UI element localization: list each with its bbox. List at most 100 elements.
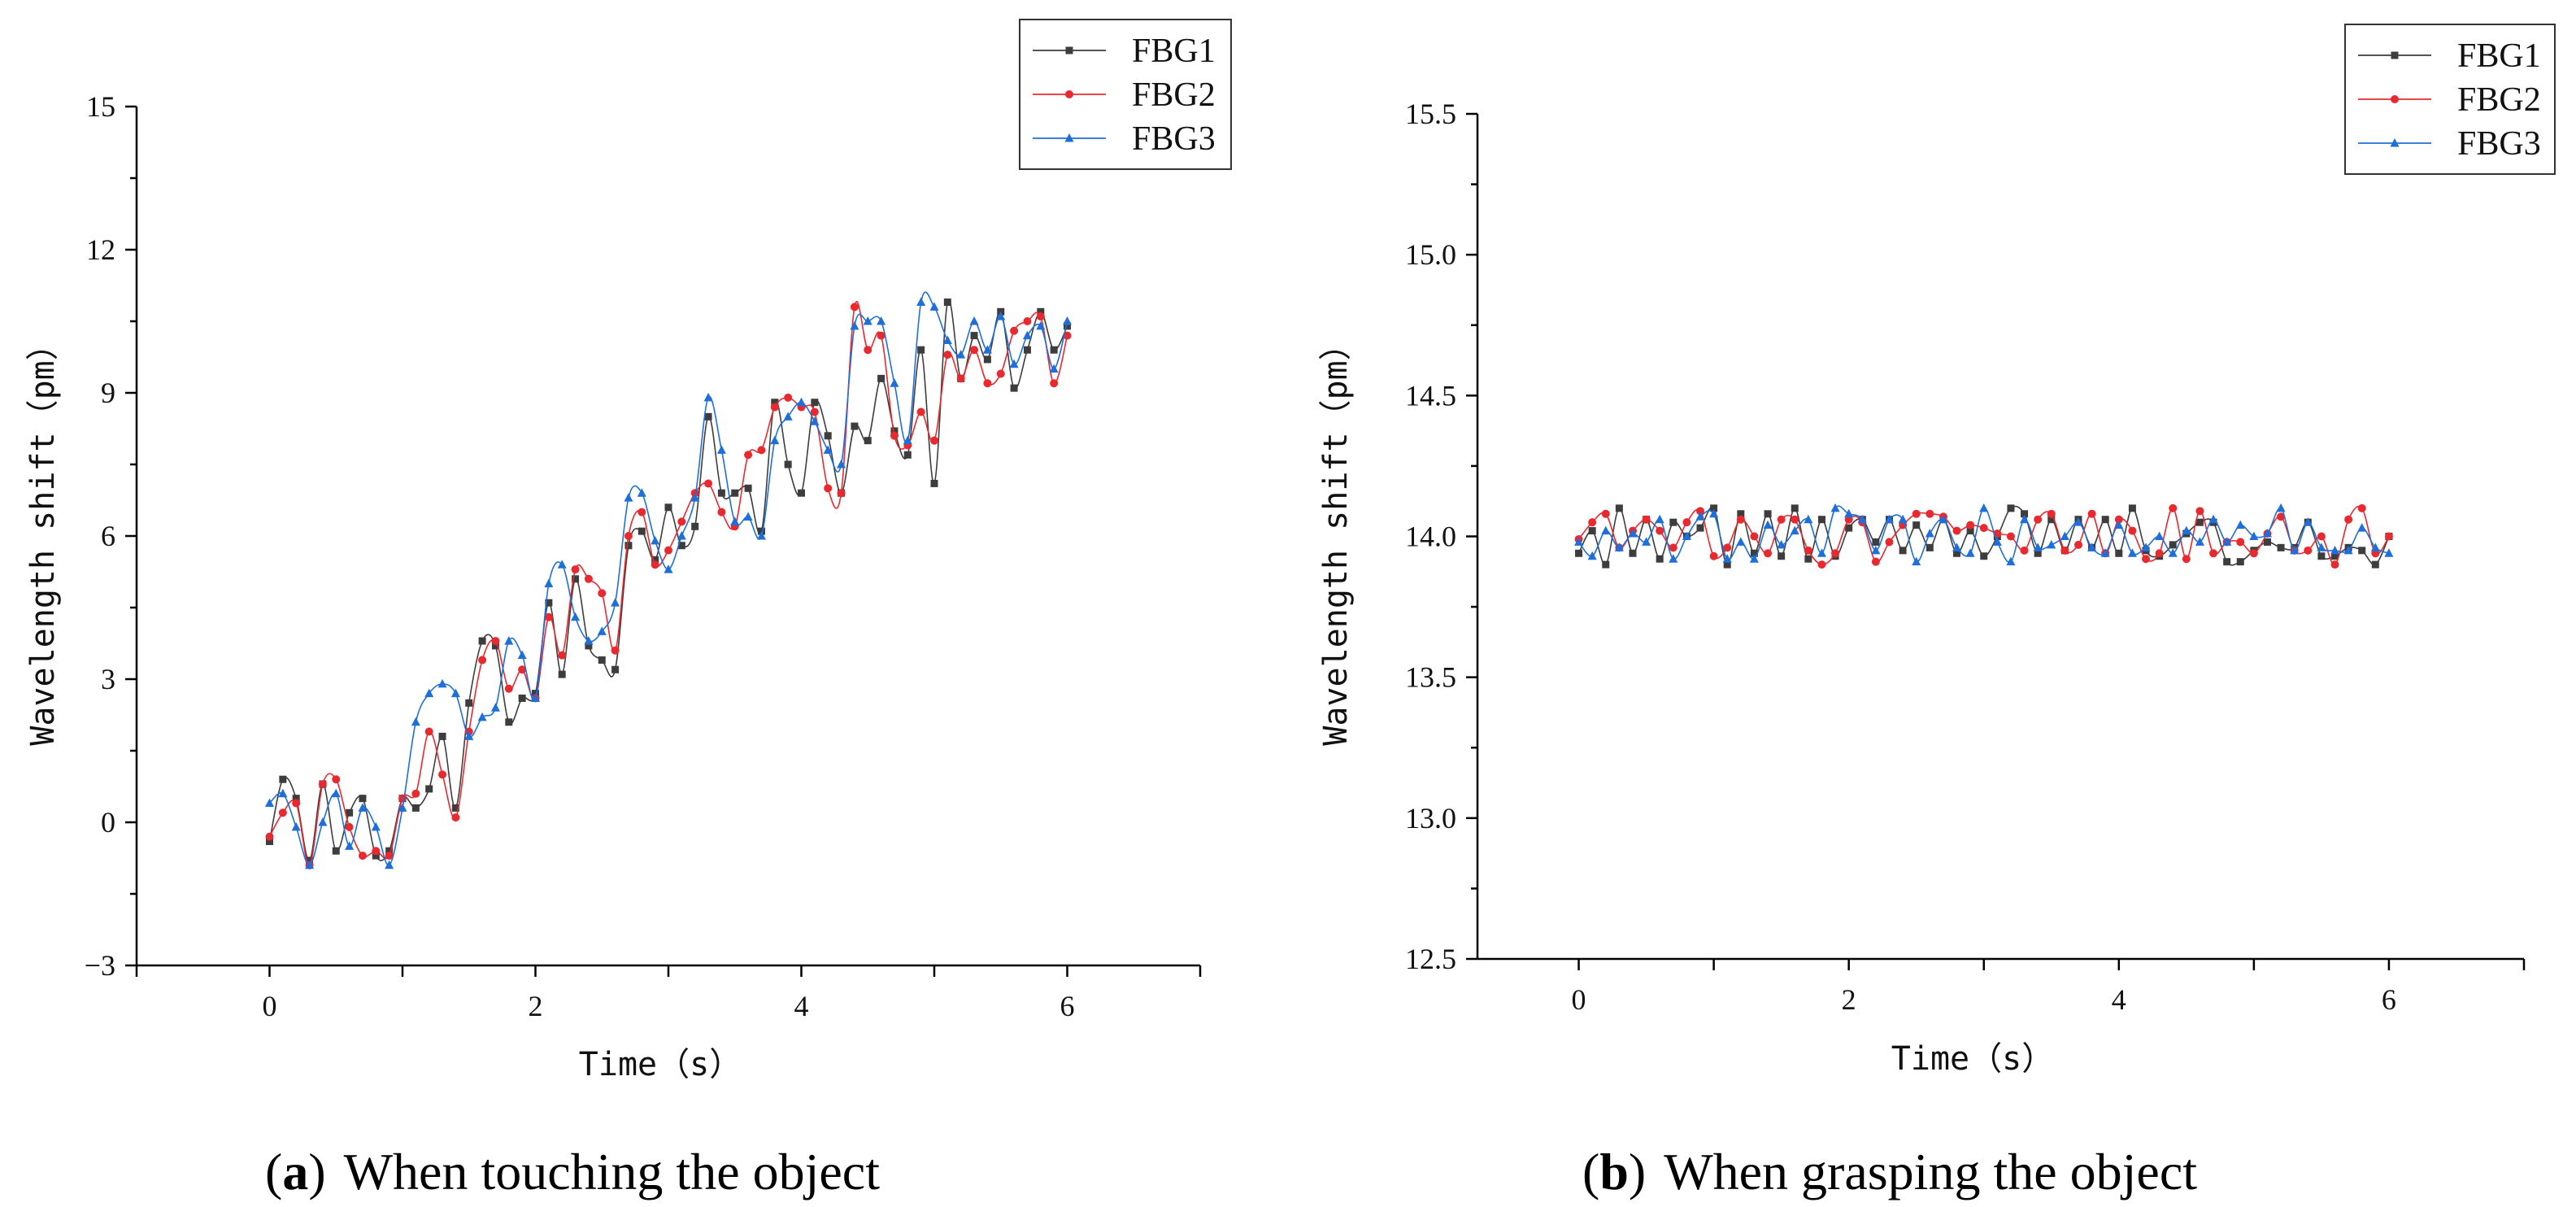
panel-a-point-fbg3 bbox=[1063, 316, 1072, 325]
panel-a-point-fbg2 bbox=[704, 479, 713, 488]
panel-a-y-tick-label: 6 bbox=[101, 520, 115, 552]
panel-a-point-fbg2 bbox=[1010, 326, 1019, 335]
panel-a-point-fbg1 bbox=[798, 489, 805, 497]
panel-a-point-fbg2 bbox=[598, 589, 607, 598]
panel-a-point-fbg2 bbox=[265, 832, 274, 841]
panel-a-point-fbg3 bbox=[371, 821, 381, 831]
panel-b-point-fbg3 bbox=[1614, 542, 1624, 551]
panel-a-point-fbg2 bbox=[398, 794, 407, 803]
panel-a-point-fbg3 bbox=[730, 516, 740, 525]
panel-b-point-fbg2 bbox=[2249, 549, 2258, 558]
panel-a-point-fbg2 bbox=[956, 374, 965, 383]
panel-b-point-fbg2 bbox=[1885, 538, 1894, 547]
panel-a-point-fbg1 bbox=[332, 847, 340, 855]
panel-a-point-fbg1 bbox=[811, 399, 819, 407]
panel-b-point-fbg1 bbox=[1615, 504, 1623, 512]
panel-b-point-fbg1 bbox=[1872, 538, 1880, 546]
panel-a-point-fbg3 bbox=[677, 531, 686, 540]
panel-b-point-fbg1 bbox=[2195, 518, 2204, 526]
panel-a-point-fbg3 bbox=[637, 488, 646, 497]
panel-a-point-fbg3 bbox=[703, 392, 713, 402]
panel-a-point-fbg3 bbox=[385, 860, 394, 869]
panel-b-point-fbg1 bbox=[1966, 527, 1974, 535]
panel-a-y-ticks: −3 0 3 6 9 12 15 bbox=[85, 90, 137, 982]
panel-b-point-fbg1 bbox=[2277, 543, 2285, 551]
panel-b-point-fbg2 bbox=[1817, 560, 1826, 569]
panel-b-point-fbg3 bbox=[2155, 531, 2165, 540]
panel-a-point-fbg1 bbox=[598, 656, 606, 665]
panel-b-point-fbg3 bbox=[1669, 554, 1678, 563]
panel-a-point-fbg3 bbox=[611, 598, 620, 607]
panel-a-point-fbg3 bbox=[756, 531, 766, 540]
panel-a-point-fbg2 bbox=[877, 331, 886, 340]
panel-a-caption-text: (a) When touching the object bbox=[265, 1143, 880, 1200]
panel-a-point-fbg2 bbox=[1023, 317, 1032, 325]
panel-a-point-fbg2 bbox=[411, 789, 420, 798]
panel-b-point-fbg3 bbox=[1655, 514, 1664, 524]
panel-a-point-fbg2 bbox=[1063, 331, 1072, 340]
panel-a-point-fbg1 bbox=[372, 852, 380, 860]
panel-b-point-fbg3 bbox=[2087, 542, 2097, 551]
panel-b-caption-description: When grasping the object bbox=[1664, 1143, 2197, 1200]
panel-a-point-fbg2 bbox=[890, 431, 899, 440]
panel-b-legend-marker-fbg3 bbox=[2390, 138, 2400, 147]
panel-b-point-fbg2 bbox=[2034, 515, 2043, 524]
panel-a-point-fbg2 bbox=[637, 508, 646, 516]
panel-b-x-tick-label: 0 bbox=[1572, 983, 1586, 1016]
panel-a-point-fbg1 bbox=[717, 489, 725, 497]
panel-b-point-fbg3 bbox=[1979, 503, 1989, 512]
panel-a-point-fbg3 bbox=[437, 678, 447, 688]
panel-a-series-line-fbg3 bbox=[268, 291, 1068, 866]
panel-a-point-fbg3 bbox=[305, 860, 315, 869]
panel-b-point-fbg2 bbox=[2317, 532, 2326, 541]
panel-a-point-fbg3 bbox=[424, 688, 434, 698]
panel-b-point-fbg3 bbox=[1574, 537, 1584, 546]
panel-a-point-fbg1 bbox=[691, 522, 699, 530]
panel-a-point-fbg1 bbox=[505, 718, 513, 726]
panel-a-series-line-fbg1 bbox=[268, 298, 1068, 861]
panel-a-series-line-fbg2 bbox=[268, 301, 1068, 866]
panel-a-point-fbg1 bbox=[677, 542, 685, 550]
panel-a-point-fbg3 bbox=[929, 302, 939, 311]
panel-a-point-fbg1 bbox=[771, 399, 779, 407]
panel-a-point-fbg2 bbox=[970, 346, 979, 355]
panel-b-point-fbg2 bbox=[1925, 509, 1934, 518]
panel-a-y-tick-label: 3 bbox=[101, 663, 115, 695]
panel-b-point-fbg3 bbox=[1939, 514, 1948, 524]
panel-b-point-fbg2 bbox=[1804, 546, 1812, 555]
panel-a-point-fbg1 bbox=[346, 808, 354, 817]
panel-a-point-fbg2 bbox=[424, 727, 433, 736]
panel-b-point-fbg3 bbox=[2235, 520, 2245, 529]
panel-a-point-fbg1 bbox=[943, 298, 951, 307]
panel-a-x-tick-label: 6 bbox=[1060, 990, 1075, 1022]
panel-a-legend: FBG1 FBG2 FBG3 bbox=[1019, 19, 1232, 170]
panel-a-caption-letter: a bbox=[282, 1143, 308, 1200]
panel-b-point-fbg2 bbox=[1871, 557, 1880, 566]
panel-b-point-fbg1 bbox=[1737, 510, 1745, 518]
panel-a-point-fbg3 bbox=[265, 798, 274, 808]
panel-b-point-fbg3 bbox=[1965, 548, 1975, 557]
panel-b-point-fbg2 bbox=[2304, 546, 2313, 555]
panel-b-point-fbg3 bbox=[1749, 554, 1759, 563]
panel-a-point-fbg3 bbox=[544, 578, 554, 588]
panel-a-point-fbg3 bbox=[291, 821, 301, 831]
panel-a-point-fbg3 bbox=[850, 320, 859, 330]
panel-a-point-fbg3 bbox=[890, 378, 899, 387]
panel-a-x-axis-title: Time（s） bbox=[579, 1046, 742, 1083]
panel-a-point-fbg3 bbox=[969, 316, 979, 325]
panel-a-plot-area bbox=[265, 291, 1072, 869]
panel-a-point-fbg3 bbox=[877, 316, 886, 325]
panel-a-point-fbg2 bbox=[318, 780, 327, 789]
panel-a-point-fbg1 bbox=[451, 804, 459, 812]
panel-b-legend-label-fbg2: FBG2 bbox=[2457, 81, 2541, 119]
panel-a-point-fbg1 bbox=[784, 460, 792, 468]
panel-a-point-fbg3 bbox=[517, 650, 527, 660]
panel-b-point-fbg2 bbox=[2195, 507, 2204, 516]
panel-b-point-fbg2 bbox=[1952, 526, 1961, 535]
panel-a-point-fbg1 bbox=[1050, 346, 1058, 354]
panel-b-point-fbg1 bbox=[2331, 552, 2339, 560]
panel-b-point-fbg1 bbox=[1602, 560, 1610, 569]
panel-a-point-fbg1 bbox=[465, 699, 473, 707]
panel-a-point-fbg3 bbox=[664, 564, 673, 573]
